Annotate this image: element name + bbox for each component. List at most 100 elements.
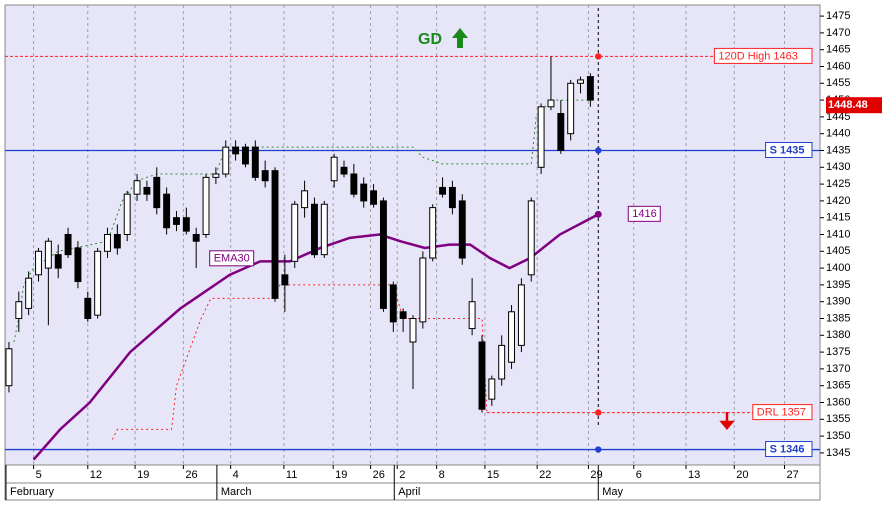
y-tick-label: 1425 xyxy=(826,178,850,190)
y-tick-label: 1375 xyxy=(826,346,850,358)
x-tick-label: 12 xyxy=(90,469,102,481)
ema-end-dot xyxy=(594,210,602,218)
candle-body xyxy=(498,344,506,380)
x-tick-label: 19 xyxy=(137,469,149,481)
down-arrow xyxy=(719,412,735,430)
candle-body xyxy=(74,247,82,283)
candle-body xyxy=(360,183,368,202)
candle-body xyxy=(586,76,594,101)
y-tick-label: 1400 xyxy=(826,262,850,274)
y-tick-label: 1470 xyxy=(826,27,850,39)
y-tick-label: 1475 xyxy=(826,10,850,22)
y-tick-label: 1420 xyxy=(826,195,850,207)
level-label: S 1346 xyxy=(770,443,805,455)
candle-body xyxy=(350,173,358,195)
candle-body xyxy=(123,193,131,235)
ema-line xyxy=(32,213,599,461)
level-label: S 1435 xyxy=(770,144,805,156)
candle-body xyxy=(25,277,33,309)
ema-value-box xyxy=(627,205,661,222)
month-label: February xyxy=(10,486,55,498)
candle-body xyxy=(113,233,121,249)
candle-body xyxy=(488,378,496,400)
signal-label: GD xyxy=(418,31,442,48)
level-dot xyxy=(595,446,602,453)
level-dot xyxy=(595,147,602,154)
candle-body xyxy=(448,186,456,209)
candle-body xyxy=(409,317,417,343)
month-label: April xyxy=(398,486,420,498)
x-tick-label: 20 xyxy=(736,469,748,481)
candle-body xyxy=(458,200,466,259)
candle-body xyxy=(567,82,575,135)
candle-body xyxy=(517,284,525,346)
x-tick-label: 19 xyxy=(335,469,347,481)
x-tick-label: 26 xyxy=(185,469,197,481)
level-label-box xyxy=(752,404,813,421)
candle-body xyxy=(478,341,486,410)
level-dot xyxy=(595,53,602,60)
y-tick-label: 1445 xyxy=(826,111,850,123)
y-tick-label: 1365 xyxy=(826,380,850,392)
candle-body xyxy=(291,203,299,262)
candle-body xyxy=(301,190,309,209)
candle-body xyxy=(379,200,387,309)
candle-body xyxy=(192,233,200,242)
month-label: May xyxy=(602,486,623,498)
candle-body xyxy=(64,233,72,256)
candle-body xyxy=(330,156,338,182)
candle-body xyxy=(310,203,318,256)
y-tick-label: 1380 xyxy=(826,329,850,341)
x-tick-label: 13 xyxy=(688,469,700,481)
candle-body xyxy=(242,146,249,165)
candle-body xyxy=(468,301,476,330)
last-price-box xyxy=(826,97,882,114)
last-price-label: 1448.48 xyxy=(828,99,868,111)
x-tick-label: 26 xyxy=(373,469,385,481)
candle-body xyxy=(429,207,437,259)
y-tick-label: 1350 xyxy=(826,430,850,442)
x-tick-label: 5 xyxy=(36,469,42,481)
x-tick-label: 2 xyxy=(399,469,405,481)
candle-body xyxy=(212,173,220,178)
y-tick-label: 1435 xyxy=(826,144,850,156)
y-tick-label: 1385 xyxy=(826,312,850,324)
x-tick-label: 29 xyxy=(590,469,602,481)
candle-body xyxy=(153,176,161,209)
candle-body xyxy=(133,180,141,195)
candle-body xyxy=(399,311,407,319)
level-label: DRL 1357 xyxy=(757,406,806,418)
candle-body xyxy=(15,301,23,319)
level-label: 120D High 1463 xyxy=(718,50,798,62)
candle-body xyxy=(44,240,52,269)
x-tick-label: 15 xyxy=(487,469,499,481)
candle-body xyxy=(222,146,230,175)
level-label-box xyxy=(713,47,813,64)
candle-body xyxy=(439,186,447,195)
candle-body xyxy=(94,250,102,316)
candle-body xyxy=(143,186,151,195)
y-tick-label: 1460 xyxy=(826,60,850,72)
candle-body xyxy=(577,79,584,84)
candle-body xyxy=(163,193,171,229)
candle-body xyxy=(419,257,427,323)
candle-body xyxy=(104,233,111,252)
y-tick-label: 1395 xyxy=(826,279,850,291)
y-tick-label: 1370 xyxy=(826,363,850,375)
stop-line xyxy=(13,99,591,343)
level-label-box xyxy=(765,141,813,158)
candle-body xyxy=(261,170,269,182)
candle-body xyxy=(54,254,62,269)
y-tick-label: 1440 xyxy=(826,128,850,140)
candle-body xyxy=(281,274,289,286)
ema-name-box xyxy=(209,250,255,267)
candle-body xyxy=(5,348,13,387)
y-tick-label: 1465 xyxy=(826,44,850,56)
signal-arrow xyxy=(452,28,468,48)
y-tick-label: 1390 xyxy=(826,296,850,308)
candle-body xyxy=(527,200,535,276)
ema-name: EMA30 xyxy=(214,253,250,265)
candle-body xyxy=(202,176,210,235)
candle-body xyxy=(35,250,42,276)
